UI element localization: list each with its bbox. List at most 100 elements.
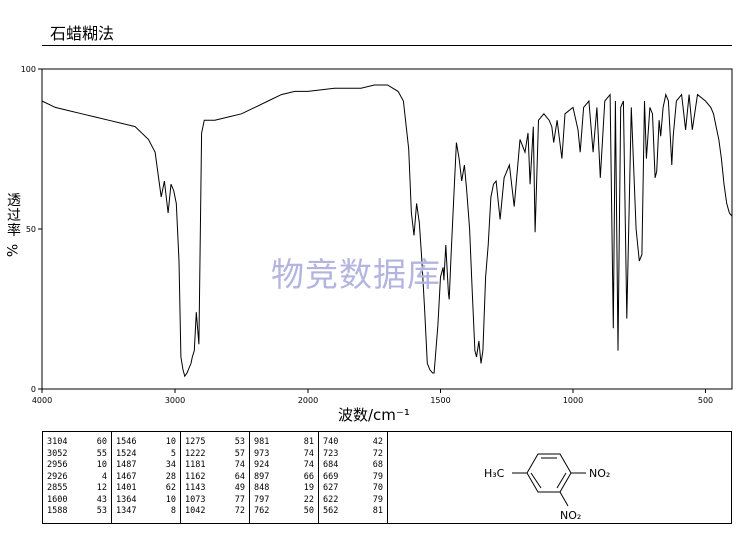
peak-row: 897 66 [254, 472, 314, 484]
peak-row: 981 81 [254, 437, 314, 449]
title-divider [42, 45, 732, 46]
peak-transmittance: 79 [372, 494, 383, 505]
x-tick-label: 3000 [165, 396, 185, 405]
peak-transmittance: 74 [234, 460, 245, 470]
y-axis-ticks: 0 50 100 [21, 65, 42, 394]
peak-row: 1467 28 [116, 472, 176, 484]
x-tick-label: 1000 [563, 396, 583, 405]
peak-transmittance: 66 [303, 471, 314, 482]
peak-wavenumber: 669 [323, 471, 339, 482]
peak-row: 1546 10 [116, 437, 176, 449]
peak-wavenumber: 3104 [47, 437, 68, 447]
peak-row: 1143 49 [185, 483, 245, 495]
peak-row: 848 19 [254, 483, 314, 495]
y-axis-label-char: 过 [7, 208, 21, 224]
peak-wavenumber: 562 [323, 506, 339, 516]
x-tick-label: 1500 [430, 396, 450, 405]
x-tick-label: 2000 [298, 396, 318, 405]
peak-wavenumber: 1073 [185, 494, 206, 505]
peak-transmittance: 81 [372, 506, 383, 516]
peak-table: 3104 60 3052 55 2956 10 2926 4 2855 12 1600 43 1588 5… [42, 431, 732, 524]
peak-row: 797 22 [254, 495, 314, 507]
peak-wavenumber: 740 [323, 437, 339, 447]
peak-wavenumber: 1546 [116, 437, 137, 447]
peak-row: 2926 4 [47, 472, 107, 484]
nitro-label-2: NO₂ [560, 509, 581, 522]
peak-wavenumber: 1042 [185, 506, 206, 516]
peak-row: 1073 77 [185, 495, 245, 507]
y-axis-unit: % [5, 243, 22, 258]
peak-transmittance: 60 [96, 437, 107, 447]
peak-transmittance: 70 [372, 483, 383, 493]
peak-transmittance: 64 [234, 471, 245, 482]
peak-wavenumber: 848 [254, 483, 270, 493]
peak-transmittance: 10 [165, 437, 176, 447]
peak-row: 1162 64 [185, 472, 245, 484]
peak-row: 740 42 [323, 437, 383, 449]
peak-transmittance: 62 [165, 483, 176, 493]
molecule-structure: H₃C NO₂ NO₂ [388, 432, 731, 523]
peak-wavenumber: 897 [254, 471, 270, 482]
peak-row: 1588 53 [47, 506, 107, 518]
peak-transmittance: 57 [234, 448, 245, 459]
peak-transmittance: 49 [234, 483, 245, 493]
peak-row: 2855 12 [47, 483, 107, 495]
peak-transmittance: 79 [372, 471, 383, 482]
peak-transmittance: 22 [303, 494, 314, 505]
peak-wavenumber: 1524 [116, 448, 137, 459]
peak-row: 1600 43 [47, 495, 107, 507]
peak-row: 622 79 [323, 495, 383, 507]
peak-wavenumber: 723 [323, 448, 339, 459]
peak-transmittance: 19 [303, 483, 314, 493]
peak-row: 1524 5 [116, 449, 176, 461]
y-axis-label-char: 透 [7, 193, 21, 209]
peak-transmittance: 43 [96, 494, 107, 505]
peak-transmittance: 53 [96, 506, 107, 516]
peak-wavenumber: 2956 [47, 460, 68, 470]
peak-row: 1222 57 [185, 449, 245, 461]
peak-wavenumber: 1401 [116, 483, 137, 493]
y-tick-label: 0 [31, 385, 36, 394]
nitro-label-1: NO₂ [589, 467, 610, 480]
peak-transmittance: 72 [372, 448, 383, 459]
peak-transmittance: 81 [303, 437, 314, 447]
peak-row: 924 74 [254, 460, 314, 472]
y-axis-label: 透过率 % [4, 194, 24, 258]
peak-wavenumber: 1275 [185, 437, 206, 447]
peak-wavenumber: 622 [323, 494, 339, 505]
peak-transmittance: 34 [165, 460, 176, 470]
peak-wavenumber: 1162 [185, 471, 206, 482]
peak-column: 1275 53 1222 57 1181 74 1162 64 1143 49 1073 77 1042… [181, 432, 250, 523]
peak-wavenumber: 1181 [185, 460, 206, 470]
peak-row: 562 81 [323, 506, 383, 518]
methyl-label: H₃C [484, 467, 505, 480]
peak-wavenumber: 1347 [116, 506, 137, 516]
peak-transmittance: 12 [96, 483, 107, 493]
dinitrotoluene-structure: H₃C NO₂ NO₂ [484, 453, 610, 522]
peak-wavenumber: 684 [323, 460, 339, 470]
x-tick-label: 500 [698, 396, 713, 405]
x-axis-label: 波数/cm⁻¹ [338, 406, 410, 424]
peak-transmittance: 28 [165, 471, 176, 482]
peak-wavenumber: 3052 [47, 448, 68, 459]
peak-row: 1401 62 [116, 483, 176, 495]
peak-transmittance: 42 [372, 437, 383, 447]
peak-row: 669 79 [323, 472, 383, 484]
peak-row: 973 74 [254, 449, 314, 461]
peak-transmittance: 5 [170, 448, 176, 459]
peak-transmittance: 10 [165, 494, 176, 505]
peak-row: 627 70 [323, 483, 383, 495]
peak-column: 981 81 973 74 924 74 897 66 848 19 797 22 762 50 [250, 432, 319, 523]
peak-row: 2956 10 [47, 460, 107, 472]
x-tick-label: 4000 [32, 396, 52, 405]
peak-wavenumber: 1364 [116, 494, 137, 505]
peak-wavenumber: 924 [254, 460, 270, 470]
peak-transmittance: 77 [234, 494, 245, 505]
peak-row: 762 50 [254, 506, 314, 518]
peak-transmittance: 53 [234, 437, 245, 447]
peak-transmittance: 74 [303, 460, 314, 470]
peak-wavenumber: 1600 [47, 494, 68, 505]
peak-wavenumber: 1588 [47, 506, 68, 516]
peak-wavenumber: 762 [254, 506, 270, 516]
peak-column: 3104 60 3052 55 2956 10 2926 4 2855 12 1600 43 1588 5… [43, 432, 112, 523]
